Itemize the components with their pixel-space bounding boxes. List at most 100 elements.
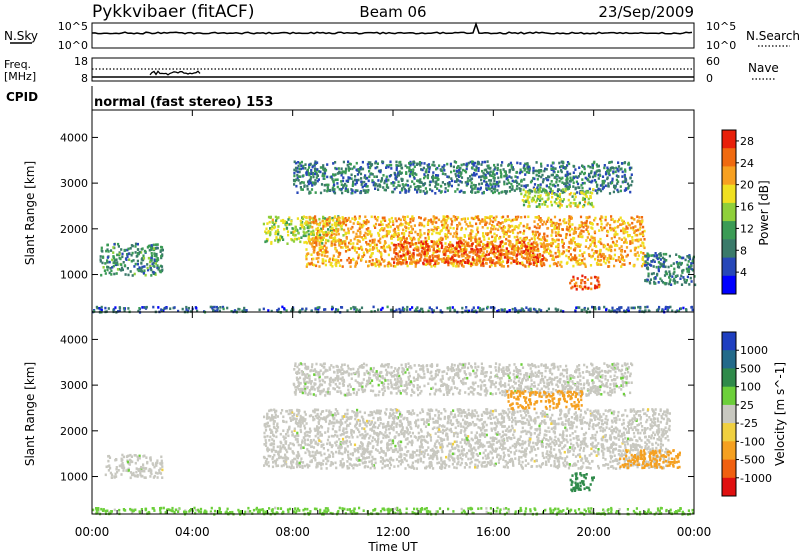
- echo-cell: [420, 222, 423, 225]
- echo-cell: [639, 226, 642, 229]
- echo-cell: [305, 255, 308, 258]
- echo-cell: [411, 180, 414, 183]
- echo-cell: [573, 165, 576, 168]
- echo-cell: [477, 306, 480, 309]
- echo-cell: [453, 169, 456, 173]
- echo-cell: [661, 281, 665, 284]
- echo-cell: [465, 167, 468, 171]
- echo-cell: [240, 511, 243, 515]
- echo-cell: [538, 218, 541, 222]
- echo-cell: [606, 230, 610, 234]
- echo-cell: [574, 258, 577, 261]
- echo-cell: [295, 178, 298, 181]
- echo-cell: [213, 305, 216, 309]
- echo-cell: [425, 168, 428, 171]
- echo-cell: [581, 224, 584, 228]
- echo-cell: [613, 248, 617, 252]
- echo-cell: [337, 259, 340, 262]
- echo-cell: [511, 179, 514, 183]
- echo-cell: [288, 223, 291, 226]
- echo-cell: [483, 176, 486, 179]
- echo-cell: [630, 183, 633, 187]
- echo-cell: [474, 263, 477, 266]
- echo-cell: [262, 509, 265, 513]
- echo-cell: [514, 225, 517, 228]
- echo-cell: [522, 188, 525, 192]
- echo-cell: [394, 230, 397, 234]
- echo-cell: [559, 234, 562, 237]
- echo-cell: [543, 235, 546, 239]
- echo-cell: [387, 165, 390, 169]
- echo-cell: [342, 221, 345, 225]
- echo-cell: [505, 190, 509, 193]
- echo-cell: [459, 236, 462, 240]
- echo-cell: [690, 267, 693, 271]
- echo-cell: [309, 510, 312, 513]
- echo-cell: [464, 220, 467, 223]
- echo-cell: [508, 190, 512, 193]
- echo-cell: [496, 310, 499, 313]
- echo-cell: [358, 222, 361, 226]
- echo-cell: [444, 173, 447, 176]
- echo-cell: [414, 242, 417, 245]
- echo-cell: [555, 181, 558, 184]
- echo-cell: [625, 246, 629, 249]
- echo-cell: [434, 250, 437, 254]
- echo-cell: [138, 510, 141, 513]
- echo-cell: [489, 241, 492, 244]
- echo-cell: [104, 272, 107, 275]
- echo-cell: [305, 173, 308, 176]
- echo-cell: [598, 263, 601, 266]
- echo-cell: [99, 258, 102, 261]
- echo-cell: [319, 236, 322, 240]
- echo-cell: [457, 252, 460, 256]
- echo-cell: [567, 249, 570, 253]
- echo-cell: [401, 244, 404, 247]
- echo-cell: [382, 228, 385, 232]
- echo-cell: [481, 253, 484, 256]
- echo-cell: [113, 307, 116, 311]
- echo-cell: [662, 263, 665, 266]
- echo-cell: [404, 229, 408, 233]
- echo-cell: [274, 221, 277, 224]
- echo-cell: [480, 254, 483, 258]
- echo-cell: [554, 193, 557, 196]
- echo-cell: [440, 246, 443, 250]
- echo-cell: [271, 220, 274, 224]
- echo-cell: [392, 181, 395, 184]
- echo-cell: [466, 242, 469, 246]
- echo-cell: [455, 250, 458, 253]
- echo-cell: [364, 191, 367, 194]
- echo-cell: [292, 510, 296, 513]
- echo-cell: [487, 237, 490, 240]
- echo-cell: [330, 240, 333, 244]
- echo-cell: [528, 205, 531, 208]
- echo-cell: [283, 227, 286, 231]
- echo-cell: [555, 245, 558, 249]
- echo-cell: [495, 261, 498, 264]
- echo-cell: [556, 226, 559, 229]
- echo-cell: [367, 166, 370, 169]
- echo-cell: [680, 256, 683, 260]
- echo-cell: [659, 254, 662, 257]
- echo-cell: [366, 250, 369, 254]
- echo-cell: [575, 180, 578, 184]
- echo-cell: [494, 238, 497, 242]
- colorbar-swatch: [722, 130, 736, 149]
- colorbar-swatch: [722, 166, 736, 186]
- echo-cell: [611, 179, 614, 183]
- echo-cell: [267, 309, 270, 312]
- echo-cell: [311, 241, 314, 245]
- echo-cell: [507, 252, 510, 255]
- echo-cell: [497, 309, 500, 312]
- echo-cell: [492, 191, 495, 195]
- echo-cell: [500, 257, 503, 260]
- echo-cell: [476, 253, 479, 256]
- echo-cell: [344, 244, 347, 247]
- echo-cell: [377, 308, 380, 312]
- echo-cell: [449, 226, 452, 230]
- echo-cell: [473, 250, 476, 254]
- echo-cell: [568, 229, 571, 233]
- echo-cell: [356, 173, 359, 176]
- echo-cell: [490, 215, 493, 218]
